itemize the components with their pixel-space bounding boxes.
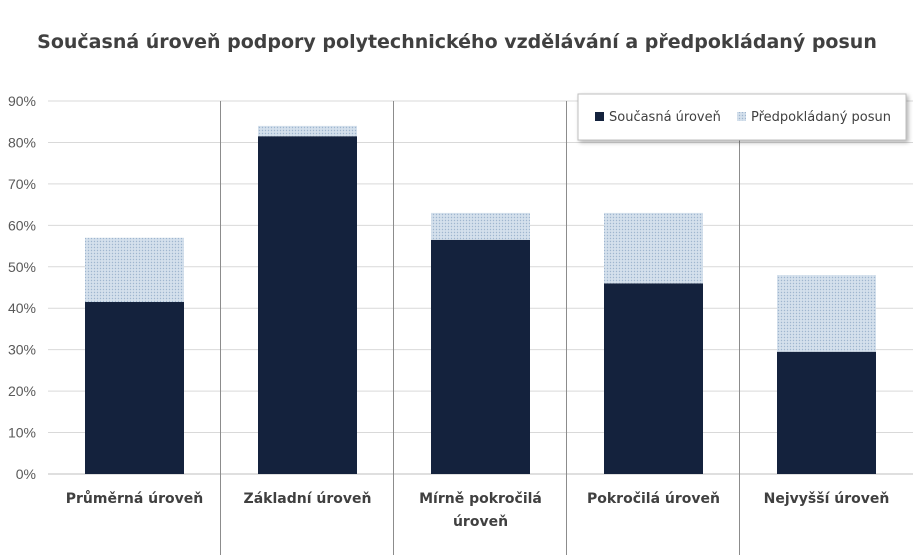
y-tick-label: 80% xyxy=(8,134,36,150)
x-category-label: Základní úroveň xyxy=(244,491,372,507)
chart-title: Současná úroveň podpory polytechnického … xyxy=(37,31,877,53)
x-category-label: Průměrná úroveň xyxy=(66,490,203,507)
y-tick-label: 50% xyxy=(8,259,36,275)
bar-current-level xyxy=(85,302,184,474)
legend-label-projected: Předpokládaný posun xyxy=(751,110,891,125)
y-tick-label: 10% xyxy=(8,425,36,441)
bars xyxy=(85,125,876,474)
y-tick-label: 60% xyxy=(8,217,36,233)
bar-projected-shift xyxy=(85,237,184,303)
bar-projected-shift xyxy=(258,125,357,137)
legend-label-current: Současná úroveň xyxy=(609,110,721,125)
y-tick-label: 0% xyxy=(16,466,36,482)
y-axis-ticks: 0% 10% 20% 30% 40% 50% 60% 70% 80% 90% xyxy=(8,93,36,482)
y-tick-label: 20% xyxy=(8,383,36,399)
bar-current-level xyxy=(604,283,703,474)
y-tick-label: 40% xyxy=(8,300,36,316)
x-category-label: Mírně pokročilá úroveň xyxy=(419,491,542,530)
category-separators xyxy=(220,101,740,555)
legend-swatch-projected xyxy=(737,112,746,121)
bar-projected-shift xyxy=(431,212,530,240)
y-tick-label: 70% xyxy=(8,176,36,192)
y-tick-label: 90% xyxy=(8,93,36,109)
x-category-label: Nejvyšší úroveň xyxy=(764,491,890,507)
legend-swatch-current xyxy=(595,112,604,121)
bar-current-level xyxy=(777,351,876,474)
y-tick-label: 30% xyxy=(8,342,36,358)
bar-projected-shift xyxy=(604,212,703,284)
bar-projected-shift xyxy=(777,275,876,352)
legend: Současná úroveň Předpokládaný posun xyxy=(577,93,907,141)
x-axis-labels: Průměrná úroveň Základní úroveň Mírně pokr… xyxy=(66,490,890,530)
bar-current-level xyxy=(431,239,530,474)
bar-current-level xyxy=(258,136,357,474)
x-category-label: Pokročilá úroveň xyxy=(587,491,720,507)
